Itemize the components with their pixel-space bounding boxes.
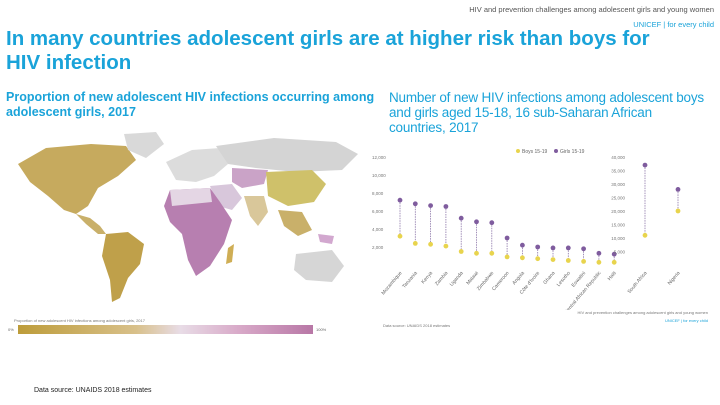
y-tick-label: 8,000: [372, 191, 384, 196]
header-brand: UNICEF | for every child: [633, 20, 714, 29]
x-tick-label: Malawi: [465, 270, 480, 286]
boys-point: [565, 258, 571, 263]
map-legend-min: 0%: [8, 327, 14, 332]
map-region-madagascar: [226, 244, 234, 264]
legend-marker-0: [516, 149, 520, 153]
chart-footnote-brand: UNICEF | for every child: [664, 318, 708, 323]
boys-point: [596, 259, 602, 265]
world-map: [18, 132, 358, 302]
map-legend-caption: Proportion of new adolescent HIV infecti…: [14, 318, 145, 323]
map-region-north-america: [18, 144, 136, 214]
y-tick-label: 4,000: [372, 227, 384, 232]
girls-point: [611, 251, 617, 257]
x-tick-label: South Africa: [627, 270, 649, 295]
chart: Boys 15-19 Girls 15-19 2,000 4,000 6,000 8,00…: [372, 149, 682, 310]
x-tick-label: Ghana: [542, 270, 556, 286]
map-region-south-america: [102, 232, 144, 302]
girls-point: [520, 242, 525, 248]
x-tick-label: Lesotho: [556, 270, 572, 288]
girls-point: [397, 197, 403, 203]
x-tick-label: Kenya: [420, 270, 434, 285]
legend-label-0: Boys 15-19: [522, 149, 548, 155]
girls-point: [428, 203, 433, 208]
girls-point: [596, 250, 602, 256]
girls-point: [550, 245, 556, 251]
chart-title: Number of new HIV infections among adole…: [389, 90, 704, 135]
x-tick-label: Uganda: [449, 270, 465, 287]
chart-source: Data source: UNAIDS 2018 estimates: [383, 323, 451, 328]
x-tick-label: Zambia: [434, 270, 449, 287]
y-tick-label: 12,000: [372, 155, 386, 160]
map-region-central-asia: [232, 168, 268, 188]
map-region-europe: [166, 148, 228, 182]
map-region-papua: [318, 234, 334, 244]
boys-point: [474, 250, 479, 256]
map-region-southeast-asia: [278, 210, 312, 236]
map-region-north-asia: [216, 138, 358, 172]
map-region-south-asia: [244, 196, 268, 226]
data-source: Data source: UNAIDS 2018 estimates: [34, 387, 152, 394]
map-region-australia: [294, 250, 344, 282]
slide-title: In many countries adolescent girls are a…: [6, 27, 650, 74]
y-tick-label: 10,000: [372, 173, 386, 178]
girls-point: [535, 244, 541, 250]
header-subtitle: HIV and prevention challenges among adol…: [469, 5, 714, 14]
map-region-africa: [164, 188, 232, 276]
boys-point: [458, 249, 464, 254]
map-region-central-america: [76, 214, 106, 234]
y-tick-label: 20,000: [611, 209, 625, 214]
map-subtitle: Proportion of new adolescent HIV infecti…: [6, 90, 375, 119]
legend-marker-1: [554, 149, 558, 153]
y-tick-label: 10,000: [611, 236, 625, 241]
girls-point: [443, 204, 449, 209]
girls-point: [581, 246, 586, 252]
y-tick-label: 6,000: [372, 209, 384, 214]
girls-point: [675, 187, 681, 192]
y-tick-label: 35,000: [611, 169, 625, 174]
boys-point: [428, 241, 433, 247]
x-tick-label: Nigeria: [667, 270, 682, 286]
y-tick-label: 2,000: [372, 245, 384, 250]
boys-point: [535, 256, 541, 262]
girls-point: [489, 220, 495, 226]
x-tick-label: Tanzania: [401, 270, 419, 289]
girls-point: [458, 215, 464, 221]
y-tick-label: 30,000: [611, 182, 625, 187]
boys-point: [581, 259, 586, 264]
boys-point: [504, 254, 510, 260]
map-legend-max: 100%: [316, 327, 327, 332]
girls-point: [642, 162, 648, 168]
y-tick-label: 5,000: [614, 250, 626, 255]
girls-point: [504, 235, 510, 241]
legend-label-1: Girls 15-19: [560, 149, 585, 155]
map-region-greenland: [124, 132, 164, 158]
boys-point: [642, 232, 648, 238]
map-legend-gradient: [18, 325, 313, 334]
boys-point: [611, 259, 617, 265]
x-tick-label: Angola: [511, 270, 526, 286]
map-region-east-asia: [266, 170, 326, 206]
boys-point: [443, 243, 449, 249]
girls-point: [474, 219, 479, 225]
boys-point: [550, 257, 556, 262]
x-tick-label: Haiti: [607, 270, 618, 282]
chart-footnote: HIV and prevention challenges among adol…: [577, 310, 708, 315]
boys-point: [397, 233, 403, 239]
map-region-north-africa: [170, 188, 212, 206]
x-tick-label: Mozambique: [381, 270, 404, 296]
boys-point: [412, 241, 418, 246]
girls-point: [412, 201, 418, 207]
boys-point: [675, 208, 681, 214]
girls-point: [565, 245, 571, 251]
y-tick-label: 25,000: [611, 196, 625, 201]
boys-point: [489, 250, 495, 256]
y-tick-label: 15,000: [611, 223, 625, 228]
y-tick-label: 40,000: [611, 155, 625, 160]
boys-point: [520, 255, 525, 261]
